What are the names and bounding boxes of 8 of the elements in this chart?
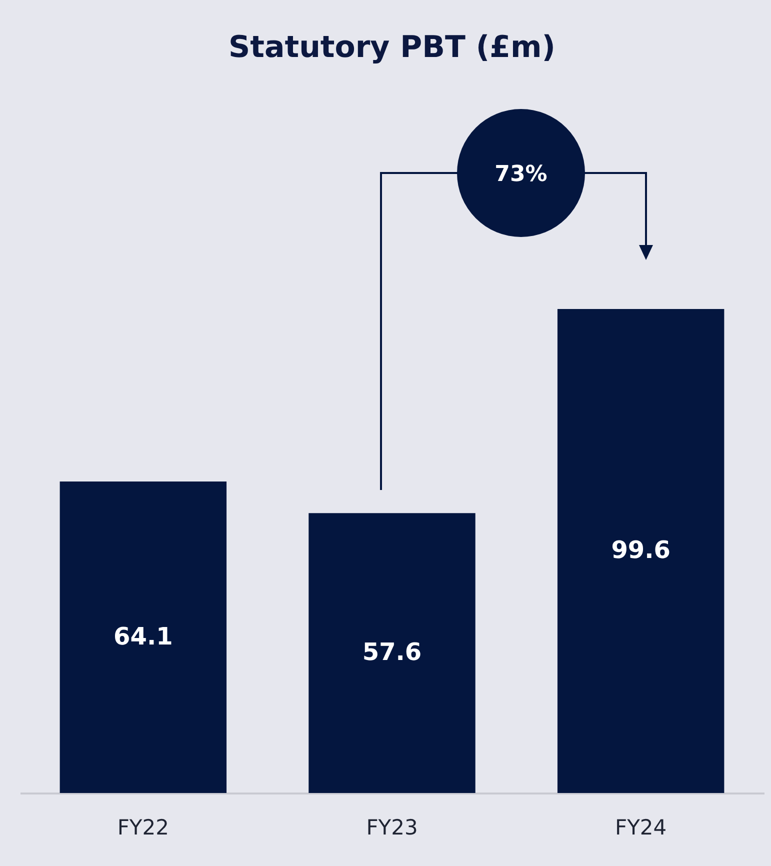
data-label: 57.6	[362, 638, 422, 666]
data-label: 99.6	[611, 536, 670, 564]
data-label: 64.1	[114, 622, 173, 650]
chart-title: Statutory PBT (£m)	[228, 30, 556, 65]
x-tick-label: FY22	[117, 816, 169, 840]
x-tick-label: FY24	[615, 816, 667, 840]
text: 73%	[494, 162, 548, 187]
x-tick-label: FY23	[366, 816, 418, 840]
